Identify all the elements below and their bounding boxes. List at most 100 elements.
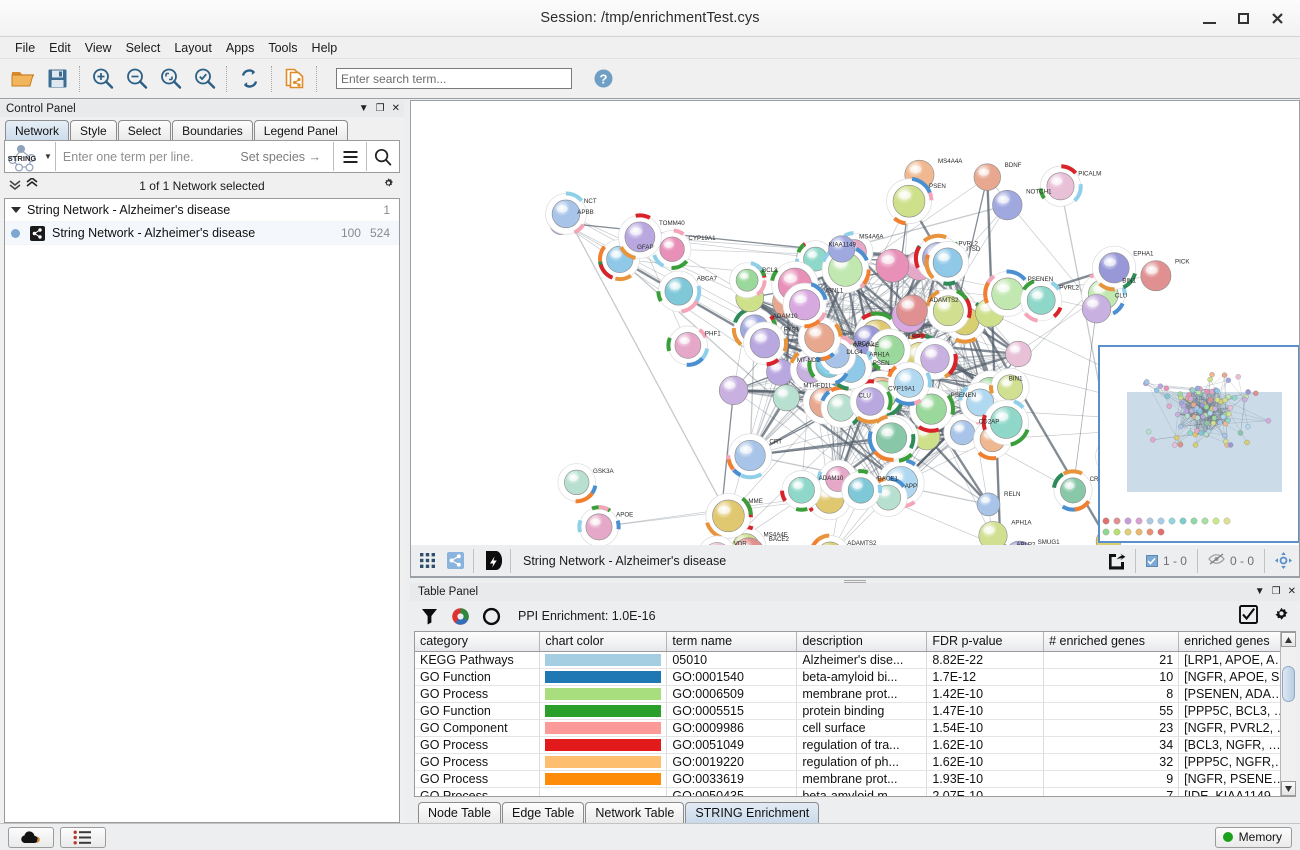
table-float-icon[interactable]: ❐ [1271,586,1281,597]
network-graph[interactable]: MT-ND2 CD2AP MS4A4E BIN1 KIAA1149 ADAM10 PSEN C… [411,101,1299,577]
tab-string-enrichment[interactable]: STRING Enrichment [685,802,820,823]
navigation-icon[interactable] [1269,548,1297,574]
tab-network-table[interactable]: Network Table [585,802,685,823]
table-row[interactable]: KEGG Pathways 05010 Alzheimer's dise... 8.8… [415,651,1296,669]
network-settings-gear-icon[interactable] [381,177,396,195]
col-header-category[interactable]: category [415,632,541,652]
scroll-up-arrow-icon[interactable] [1281,632,1296,647]
funnel-filter-icon[interactable] [418,604,440,628]
export-image-icon[interactable] [1103,548,1131,574]
col-header-enriched-genes[interactable]: enriched genes [1178,632,1296,652]
float-panel-icon[interactable]: ❐ [375,102,385,114]
col-header-term-name[interactable]: term name [666,632,798,652]
cell-fdr-pvalue: 1.62E-10 [926,736,1045,754]
table-settings-gear-icon[interactable] [1272,605,1291,627]
menu-file[interactable]: File [15,40,36,55]
expand-all-icon[interactable] [25,176,39,193]
col-header-chart-color[interactable]: chart color [539,632,668,652]
hamburger-menu-icon[interactable] [334,141,366,172]
col-header-description[interactable]: description [796,632,928,652]
table-chevron-down-icon[interactable]: ▼ [1254,586,1265,597]
tab-legend-panel[interactable]: Legend Panel [253,120,348,140]
table-vertical-scrollbar[interactable] [1280,632,1296,796]
cloud-icon[interactable] [8,826,54,848]
maximize-button[interactable] [1226,5,1260,33]
network-view-share-icon[interactable] [441,548,469,574]
table-row[interactable]: GO Process GO:0050435 beta-amyloid m... 2.0… [415,787,1296,796]
chevron-down-icon[interactable]: ▼ [358,102,369,114]
tab-edge-table[interactable]: Edge Table [502,802,585,823]
svg-text:CLU: CLU [859,392,871,399]
network-tree-list[interactable]: String Network - Alzheimer's disease 1 S… [4,198,400,823]
network-tree-child-row[interactable]: String Network - Alzheimer's disease 100… [5,222,399,245]
menu-help[interactable]: Help [311,40,338,55]
menu-apps[interactable]: Apps [225,40,255,55]
search-input[interactable] [336,68,572,89]
network-overview-birdseye[interactable] [1098,345,1299,543]
cell-enriched-genes: [PPP5C, BCL3, N... [1178,702,1296,720]
menu-edit[interactable]: Edit [49,40,71,55]
menu-view[interactable]: View [84,40,112,55]
network-view-canvas[interactable]: MT-ND2 CD2AP MS4A4E BIN1 KIAA1149 ADAM10 PSEN C… [410,100,1300,578]
minimize-button[interactable] [1192,5,1226,33]
col-header-fdr-pvalue[interactable]: FDR p-value [926,632,1045,652]
table-row[interactable]: GO Process GO:0006509 membrane prot... 1.42… [415,685,1296,703]
string-dropdown-caret-icon[interactable]: ▼ [44,152,52,161]
help-icon[interactable]: ? [586,62,620,96]
export-network-icon[interactable] [277,62,311,96]
fit-selected-icon[interactable] [187,62,221,96]
string-search-bar: STRING ▼ Set species → [4,140,400,173]
table-row[interactable]: GO Process GO:0019220 regulation of ph... 1… [415,753,1296,771]
table-row[interactable]: GO Component GO:0009986 cell surface 1.54E-… [415,719,1296,737]
tab-boundaries[interactable]: Boundaries [172,120,253,140]
network-selection-status: 1 of 1 Network selected [139,178,265,193]
annotation-icon[interactable] [478,548,506,574]
table-row[interactable]: GO Function GO:0001540 beta-amyloid bi... 1… [415,668,1296,686]
tab-style[interactable]: Style [70,120,117,140]
open-folder-icon[interactable] [6,62,40,96]
table-close-icon[interactable]: ✕ [1287,586,1296,597]
table-row[interactable]: GO Process GO:0033619 membrane prot... 1.93… [415,770,1296,788]
tab-node-table[interactable]: Node Table [418,802,502,823]
save-icon[interactable] [40,62,74,96]
col-header-enriched-gene-count[interactable]: # enriched genes [1043,632,1180,652]
memory-indicator[interactable]: Memory [1214,826,1292,848]
table-row[interactable]: GO Process GO:0051049 regulation of tra...… [415,736,1296,754]
close-button[interactable] [1260,5,1294,33]
enrichment-table-wrapper[interactable]: category chart color term name descripti… [414,631,1296,797]
grid-layout-icon[interactable] [413,548,441,574]
color-donut-icon[interactable] [449,604,471,628]
chart-color-swatch [545,687,662,700]
network-status-dot-icon [11,228,20,238]
string-term-input[interactable] [55,141,241,172]
selected-nodes-indicator[interactable]: 1 - 0 [1140,554,1193,568]
scrollbar-thumb[interactable] [1282,666,1295,702]
string-logo-icon[interactable]: STRING [5,141,47,172]
table-row[interactable]: GO Function GO:0005515 protein binding 1.47… [415,702,1296,720]
tab-select[interactable]: Select [117,120,172,140]
cell-term-name: GO:0001540 [666,668,798,686]
collapse-all-icon[interactable] [8,178,22,193]
menu-layout[interactable]: Layout [174,40,212,55]
scroll-down-arrow-icon[interactable] [1281,781,1296,796]
ring-chart-icon[interactable] [480,604,502,628]
svg-text:ADAM10: ADAM10 [819,475,844,482]
set-species-link[interactable]: Set species → [240,149,321,164]
svg-text:MT-ND2: MT-ND2 [797,357,821,364]
close-panel-icon[interactable]: ✕ [391,102,400,114]
fit-network-icon[interactable] [153,62,187,96]
select-all-checkbox-icon[interactable] [1239,605,1258,627]
refresh-icon[interactable] [232,62,266,96]
selected-edges-indicator[interactable]: 0 - 0 [1202,553,1260,568]
network-tree-group-row[interactable]: String Network - Alzheimer's disease 1 [5,199,399,222]
zoom-out-icon[interactable] [119,62,153,96]
chart-color-swatch [545,721,662,734]
zoom-in-icon[interactable] [85,62,119,96]
tab-network[interactable]: Network [5,120,70,140]
menu-select[interactable]: Select [125,40,161,55]
panel-splitter-vertical[interactable] [404,100,410,823]
task-list-icon[interactable] [60,826,106,848]
horizontal-splitter[interactable] [410,578,1300,584]
menu-tools[interactable]: Tools [268,40,298,55]
string-search-icon[interactable] [367,141,399,172]
